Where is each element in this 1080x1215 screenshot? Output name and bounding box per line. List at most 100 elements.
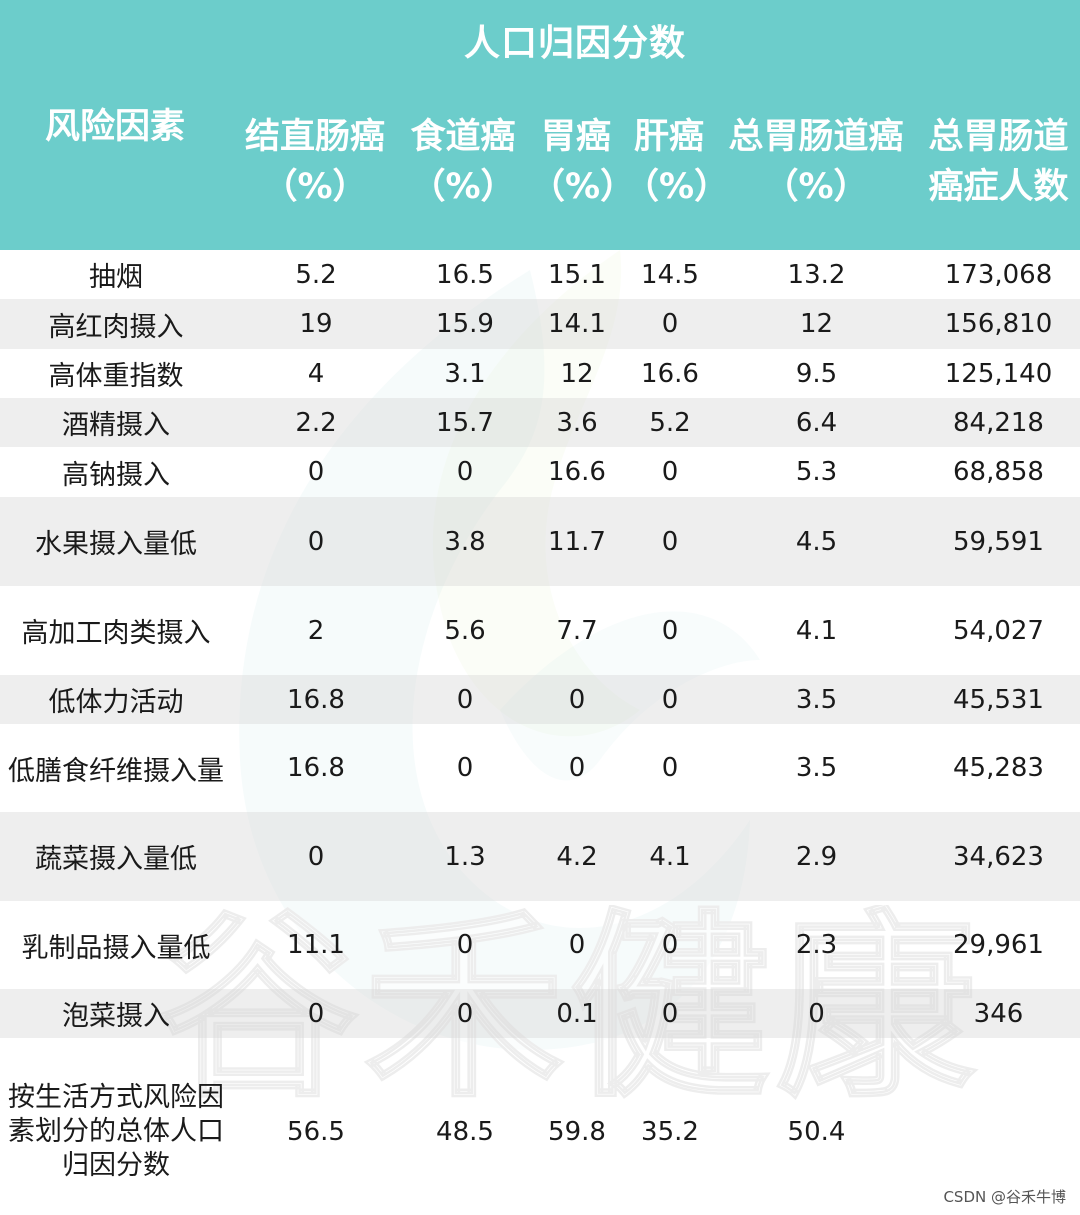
gastric-cell: 0: [530, 901, 624, 989]
total-cases-cell: 173,068: [917, 250, 1080, 299]
liver-cell: 4.1: [624, 812, 716, 901]
table-row: 酒精摄入 2.2 15.7 3.6 5.2 6.4 84,218: [0, 398, 1080, 447]
table-row: 高加工肉类摄入 2 5.6 7.7 0 4.1 54,027: [0, 586, 1080, 675]
gastric-cell: 14.1: [530, 299, 624, 349]
risk-factor-cell: 酒精摄入: [0, 398, 232, 447]
table-row: 蔬菜摄入量低 0 1.3 4.2 4.1 2.9 34,623: [0, 812, 1080, 901]
colorectal-cell: 0: [232, 989, 400, 1038]
table-row: 泡菜摄入 0 0 0.1 0 0 346: [0, 989, 1080, 1038]
gastric-cell: 15.1: [530, 250, 624, 299]
liver-cell: 14.5: [624, 250, 716, 299]
total-gi-cell: 9.5: [716, 349, 917, 398]
risk-factor-cell: 蔬菜摄入量低: [0, 812, 232, 901]
liver-cell: 0: [624, 724, 716, 812]
total-cases-cell: 125,140: [917, 349, 1080, 398]
total-cases-cell: 84,218: [917, 398, 1080, 447]
risk-factor-cell: 泡菜摄入: [0, 989, 232, 1038]
esophageal-cell: 5.6: [400, 586, 530, 675]
table-row: 低膳食纤维摄入量 16.8 0 0 0 3.5 45,283: [0, 724, 1080, 812]
colorectal-cell: 5.2: [232, 250, 400, 299]
total-gi-cell: 0: [716, 989, 917, 1038]
table-row: 抽烟 5.2 16.5 15.1 14.5 13.2 173,068: [0, 250, 1080, 299]
liver-cell: 0: [624, 901, 716, 989]
header-esophageal: 食道癌 （%）: [410, 117, 516, 207]
liver-cell: 5.2: [624, 398, 716, 447]
total-gi-cell: 3.5: [716, 675, 917, 724]
esophageal-cell: 0: [400, 724, 530, 812]
header-total-gi: 总胃肠道癌 （%）: [728, 117, 904, 207]
total-cases-cell: 34,623: [917, 812, 1080, 901]
total-cases-cell: 59,591: [917, 497, 1080, 586]
total-cases-cell: 45,283: [917, 724, 1080, 812]
gastric-cell: 0.1: [530, 989, 624, 1038]
esophageal-cell: 15.7: [400, 398, 530, 447]
total-cases-cell: 29,961: [917, 901, 1080, 989]
table-header: 人口归因分数 风险因素 结直肠癌 （%） 食道癌 （%） 胃癌 （%） 肝癌 （…: [0, 0, 1080, 250]
table-row: 乳制品摄入量低 11.1 0 0 0 2.3 29,961: [0, 901, 1080, 989]
total-cases-cell: 68,858: [917, 447, 1080, 497]
risk-factor-cell: 高加工肉类摄入: [0, 586, 232, 675]
esophageal-cell: 48.5: [400, 1038, 530, 1215]
gastric-cell: 0: [530, 724, 624, 812]
gastric-cell: 11.7: [530, 497, 624, 586]
total-gi-cell: 4.1: [716, 586, 917, 675]
colorectal-cell: 19: [232, 299, 400, 349]
total-row: 按生活方式风险因素划分的总体人口归因分数 56.5 48.5 59.8 35.2 50.4: [0, 1038, 1080, 1215]
liver-cell: 0: [624, 989, 716, 1038]
risk-factor-cell: 水果摄入量低: [0, 497, 232, 586]
total-cases-cell: 54,027: [917, 586, 1080, 675]
header-risk-factor: 风险因素: [44, 107, 185, 147]
colorectal-cell: 2: [232, 586, 400, 675]
risk-factor-cell: 按生活方式风险因素划分的总体人口归因分数: [0, 1038, 232, 1215]
total-cases-cell: [917, 1038, 1080, 1215]
liver-cell: 0: [624, 299, 716, 349]
esophageal-cell: 15.9: [400, 299, 530, 349]
colorectal-cell: 2.2: [232, 398, 400, 447]
liver-cell: 0: [624, 497, 716, 586]
data-table: 抽烟 5.2 16.5 15.1 14.5 13.2 173,068 高红肉摄入 19 15.9 1…: [0, 250, 1080, 1215]
liver-cell: 35.2: [624, 1038, 716, 1215]
colorectal-cell: 16.8: [232, 675, 400, 724]
risk-factor-cell: 乳制品摄入量低: [0, 901, 232, 989]
total-gi-cell: 5.3: [716, 447, 917, 497]
risk-factor-cell: 抽烟: [0, 250, 232, 299]
esophageal-cell: 0: [400, 675, 530, 724]
total-gi-cell: 2.3: [716, 901, 917, 989]
risk-factor-cell: 高钠摄入: [0, 447, 232, 497]
liver-cell: 16.6: [624, 349, 716, 398]
total-gi-cell: 2.9: [716, 812, 917, 901]
risk-factor-cell: 高体重指数: [0, 349, 232, 398]
table-row: 高体重指数 4 3.1 12 16.6 9.5 125,140: [0, 349, 1080, 398]
total-cases-cell: 45,531: [917, 675, 1080, 724]
colorectal-cell: 16.8: [232, 724, 400, 812]
header-gastric: 胃癌 （%）: [530, 117, 636, 207]
colorectal-cell: 0: [232, 812, 400, 901]
esophageal-cell: 1.3: [400, 812, 530, 901]
gastric-cell: 3.6: [530, 398, 624, 447]
gastric-cell: 4.2: [530, 812, 624, 901]
table-row: 水果摄入量低 0 3.8 11.7 0 4.5 59,591: [0, 497, 1080, 586]
risk-factor-cell: 高红肉摄入: [0, 299, 232, 349]
colorectal-cell: 4: [232, 349, 400, 398]
header-total-cases: 总胃肠道 癌症人数: [928, 117, 1069, 207]
table-row: 低体力活动 16.8 0 0 0 3.5 45,531: [0, 675, 1080, 724]
esophageal-cell: 0: [400, 901, 530, 989]
total-gi-cell: 50.4: [716, 1038, 917, 1215]
total-gi-cell: 4.5: [716, 497, 917, 586]
gastric-cell: 59.8: [530, 1038, 624, 1215]
total-gi-cell: 3.5: [716, 724, 917, 812]
colorectal-cell: 0: [232, 497, 400, 586]
esophageal-cell: 3.1: [400, 349, 530, 398]
colorectal-cell: 11.1: [232, 901, 400, 989]
table-row: 高红肉摄入 19 15.9 14.1 0 12 156,810: [0, 299, 1080, 349]
esophageal-cell: 3.8: [400, 497, 530, 586]
total-gi-cell: 13.2: [716, 250, 917, 299]
total-cases-cell: 156,810: [917, 299, 1080, 349]
colorectal-cell: 0: [232, 447, 400, 497]
gastric-cell: 12: [530, 349, 624, 398]
liver-cell: 0: [624, 586, 716, 675]
risk-factor-cell: 低膳食纤维摄入量: [0, 724, 232, 812]
liver-cell: 0: [624, 447, 716, 497]
risk-factor-cell: 低体力活动: [0, 675, 232, 724]
